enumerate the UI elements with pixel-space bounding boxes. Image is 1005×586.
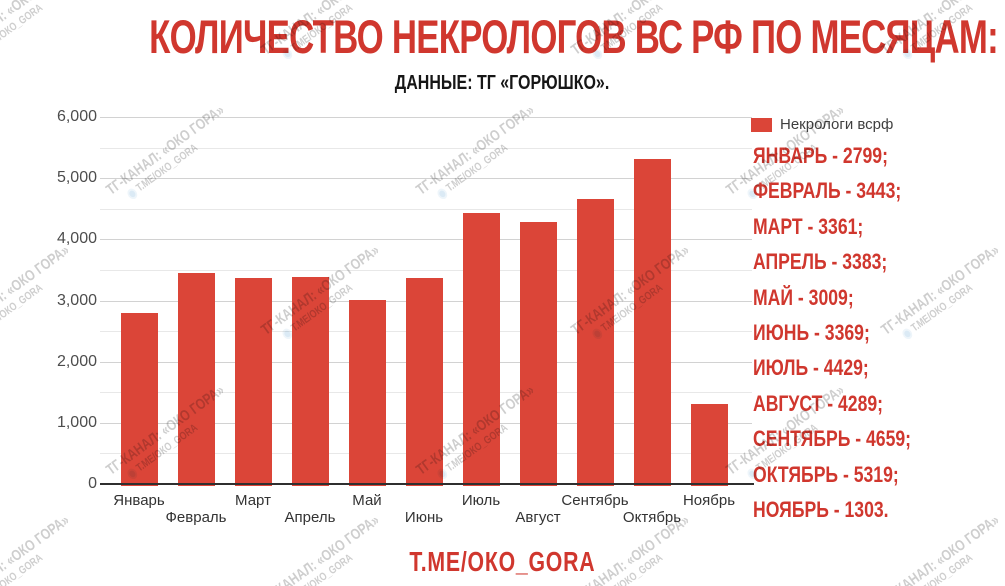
gridline-major <box>100 117 752 118</box>
list-item: ЯНВАРЬ - 2799; <box>753 143 888 168</box>
list-item: АПРЕЛЬ - 3383; <box>753 249 888 275</box>
y-axis-tick-label: 2,000 <box>56 352 97 370</box>
gridline-minor <box>100 208 752 210</box>
telegram-footer-text: Т.МЕ/ОКО_GORA <box>409 546 596 577</box>
list-item: МАЙ - 3009; <box>753 284 854 310</box>
list-item: НОЯБРЬ - 1303. <box>753 497 889 522</box>
gridline-major <box>100 239 752 241</box>
list-item: ОКТЯБРЬ - 5319; <box>753 461 899 487</box>
y-axis-tick-label: 1,000 <box>56 413 97 431</box>
telegram-footer-link: Т.МЕ/ОКО_GORA <box>0 546 1005 578</box>
list-item: МАРТ - 3361; <box>753 213 864 239</box>
x-axis-label-март: Март <box>235 492 271 509</box>
bar-январь <box>120 312 158 486</box>
y-axis-tick-label: 5,000 <box>56 169 97 187</box>
bar-сентябрь <box>576 199 614 486</box>
x-axis-label-апрель: Апрель <box>284 509 336 526</box>
x-axis-label-сентябрь: Сентябрь <box>561 492 629 509</box>
x-axis-label-октябрь: Октябрь <box>622 509 682 526</box>
gridline-minor <box>100 269 752 271</box>
x-axis-label-февраль: Февраль <box>165 509 227 526</box>
bar-август <box>519 221 557 486</box>
list-item: ФЕВРАЛЬ - 3443; <box>753 178 902 204</box>
y-axis-tick-label: 0 <box>88 475 97 492</box>
bar-апрель <box>291 277 329 486</box>
x-axis-label-август: Август <box>515 509 561 526</box>
bar-март <box>234 278 272 486</box>
list-item: ИЮНЬ - 3369; <box>753 320 870 345</box>
y-axis-tick-label: 3,000 <box>56 291 97 309</box>
x-axis-label-ноябрь: Ноябрь <box>682 492 736 509</box>
bar-февраль <box>177 273 215 486</box>
y-axis-tick-label: 6,000 <box>56 108 97 125</box>
bar-июль <box>462 213 500 486</box>
bar-июнь <box>405 277 443 486</box>
y-axis-tick-label: 4,000 <box>56 230 97 248</box>
x-axis-line <box>100 483 754 485</box>
bar-ноябрь <box>690 404 728 486</box>
gridline-major <box>100 178 752 180</box>
gridline-minor <box>100 147 752 149</box>
chart-legend: Некрологи всрф <box>751 116 893 133</box>
x-axis-label-июль: Июль <box>461 492 501 509</box>
page-subtitle: ДАННЫЕ: ТГ «ГОРЮШКО». <box>0 72 1005 95</box>
monthly-values-list: ЯНВАРЬ - 2799; ФЕВРАЛЬ - 3443; МАРТ - 3361… <box>753 0 1005 586</box>
legend-swatch-icon <box>751 117 772 132</box>
list-item: ИЮЛЬ - 4429; <box>753 355 869 381</box>
bar-октябрь <box>633 158 671 486</box>
x-axis-label-январь: Январь <box>113 492 165 509</box>
bar-май <box>348 299 386 486</box>
legend-label: Некрологи всрф <box>780 116 894 133</box>
page-subtitle-text: ДАННЫЕ: ТГ «ГОРЮШКО». <box>395 72 610 94</box>
x-axis-label-июнь: Июнь <box>404 509 444 526</box>
x-axis-label-май: Май <box>352 492 382 509</box>
list-item: СЕНТЯБРЬ - 4659; <box>753 426 912 452</box>
list-item: АВГУСТ - 4289; <box>753 390 884 416</box>
